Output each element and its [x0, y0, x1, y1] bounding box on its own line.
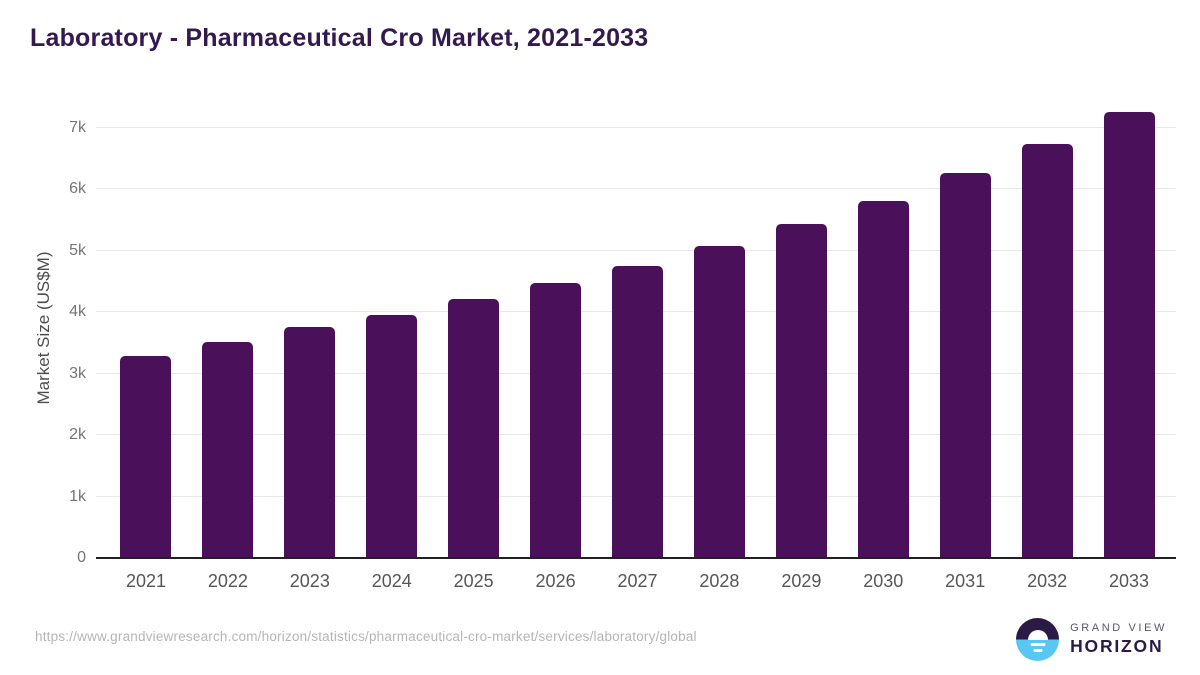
brand-logo: GRAND VIEW HORIZON [1016, 618, 1167, 661]
bar-2026 [530, 283, 582, 558]
x-tick-2024: 2024 [371, 571, 412, 591]
gridline-6k [96, 188, 1176, 189]
x-tick-2022: 2022 [207, 571, 248, 591]
source-url: https://www.grandviewresearch.com/horizo… [35, 629, 697, 644]
gridline-7k [96, 126, 1176, 128]
brand-name-top: GRAND VIEW [1070, 622, 1167, 634]
x-tick-2027: 2027 [617, 571, 658, 591]
y-tick-5k: 5k [69, 241, 86, 259]
y-tick-6k: 6k [69, 180, 86, 197]
horizon-sun-logo-icon [1016, 618, 1060, 661]
gridline-5k [96, 249, 1176, 251]
y-tick-1k: 1k [69, 487, 86, 505]
y-tick-7k: 7k [69, 118, 86, 136]
y-tick-4k: 4k [69, 303, 86, 320]
reflection-line-icon [1033, 648, 1043, 652]
x-tick-2028: 2028 [699, 571, 740, 591]
x-tick-2021: 2021 [125, 571, 166, 591]
x-tick-2032: 2032 [1027, 571, 1068, 591]
bar-2023 [284, 327, 336, 558]
reflection-line-icon [1030, 642, 1046, 646]
x-tick-2031: 2031 [945, 571, 986, 591]
bar-2029 [775, 224, 827, 558]
x-tick-2023: 2023 [289, 571, 330, 591]
bar-2028 [693, 246, 745, 558]
y-tick-0: 0 [77, 549, 86, 566]
y-tick-3k: 3k [69, 364, 86, 382]
bar-2032 [1021, 144, 1073, 558]
x-tick-2033: 2033 [1109, 571, 1150, 591]
bar-2027 [611, 266, 663, 558]
x-tick-2030: 2030 [863, 571, 904, 591]
bar-2022 [202, 342, 254, 558]
plot-area: 0 1k 2k 3k 4k 5k 6k 7k 2021 2022 2023 2024 2025 2026… [69, 98, 1176, 591]
x-axis-line [96, 557, 1176, 559]
bar-2033 [1103, 112, 1155, 558]
bar-2024 [366, 315, 418, 558]
x-tick-2026: 2026 [535, 571, 576, 591]
bar-2021 [120, 356, 172, 558]
brand-name-bottom: HORIZON [1070, 636, 1164, 656]
brand-text: GRAND VIEW HORIZON [1070, 622, 1167, 657]
bar-2025 [448, 299, 500, 558]
x-tick-2029: 2029 [781, 571, 822, 591]
y-tick-2k: 2k [69, 426, 86, 443]
sun-icon [1027, 629, 1048, 640]
bar-series [105, 98, 1170, 558]
bar-2031 [939, 173, 991, 558]
x-axis-tick-labels: 2021 2022 2023 2024 2025 2026 2027 2028 2029 2030… [105, 571, 1170, 592]
bar-2030 [857, 201, 909, 558]
chart-title: Laboratory - Pharmaceutical Cro Market, … [30, 24, 649, 52]
x-tick-2025: 2025 [453, 571, 494, 591]
